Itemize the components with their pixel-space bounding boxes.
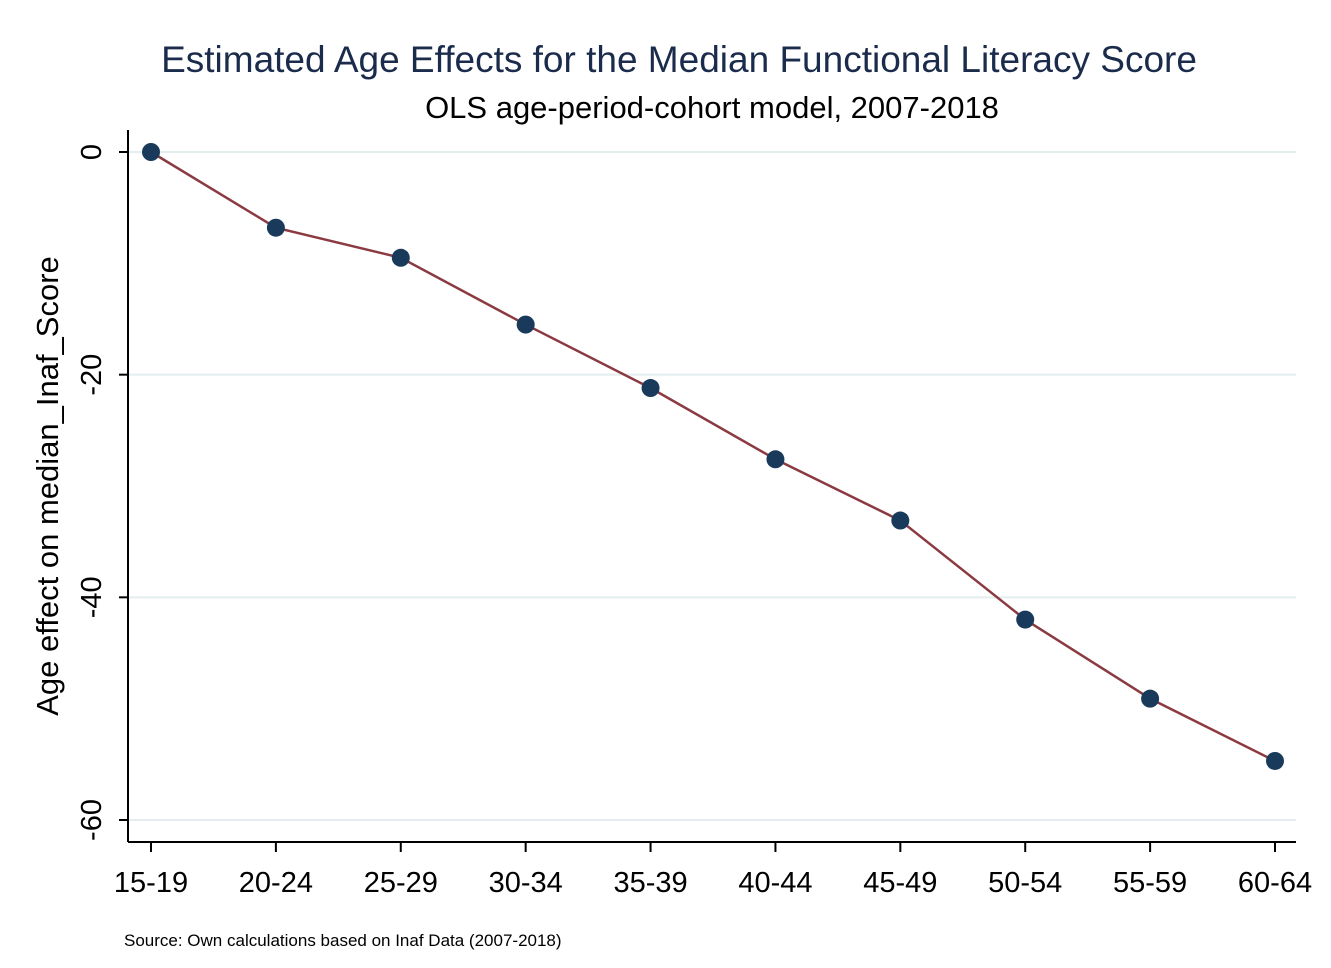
data-point	[391, 248, 410, 267]
x-tick-label: 50-54	[988, 867, 1062, 899]
x-tick-label: 20-24	[239, 867, 313, 899]
chart-subtitle: OLS age-period-cohort model, 2007-2018	[425, 90, 999, 125]
data-point	[142, 143, 160, 161]
data-point	[1141, 689, 1160, 708]
x-tick-label: 40-44	[738, 867, 812, 899]
y-axis-ticks: 0 -20 -40 -60	[76, 144, 128, 841]
axes	[127, 130, 1296, 843]
data-point	[1266, 751, 1284, 770]
data-point	[1016, 610, 1035, 629]
x-tick-label: 45-49	[863, 867, 937, 899]
data-point	[891, 511, 910, 530]
y-tick-label: -40	[76, 576, 108, 618]
series-line	[150, 150, 1276, 763]
data-point	[766, 450, 785, 469]
x-axis-ticks: 15-19 20-24 25-29 30-34 35-39 40-44 45-49 50-54…	[114, 842, 1312, 899]
chart-title: Estimated Age Effects for the Median Fun…	[161, 39, 1197, 80]
x-tick-label: 55-59	[1113, 867, 1187, 899]
data-point	[641, 379, 660, 398]
data-point	[266, 218, 285, 237]
series-group	[142, 143, 1284, 770]
x-tick-label: 60-64	[1238, 867, 1312, 899]
y-tick-label: -60	[76, 799, 108, 841]
data-point	[516, 315, 535, 334]
y-axis-label: Age effect on median_Inaf_Score	[30, 256, 65, 716]
x-tick-label: 15-19	[114, 867, 188, 899]
y-tick-label: -20	[76, 354, 108, 396]
y-tick-label: 0	[76, 144, 108, 160]
x-tick-label: 35-39	[613, 867, 687, 899]
gridlines	[128, 151, 1296, 821]
x-tick-label: 25-29	[364, 867, 438, 899]
source-note: Source: Own calculations based on Inaf D…	[124, 931, 562, 950]
x-tick-label: 30-34	[489, 867, 563, 899]
